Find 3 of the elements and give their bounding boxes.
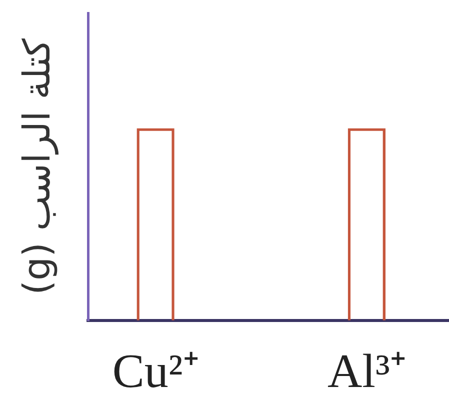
x-tick-label: Al³⁺ (327, 344, 406, 398)
y-axis-title: كتلة الراسب (g) (16, 38, 60, 295)
x-tick-label: Cu²⁺ (112, 344, 199, 398)
